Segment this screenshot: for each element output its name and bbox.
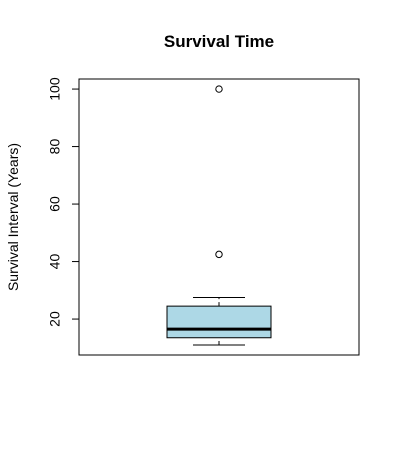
outlier-point-2 (215, 85, 223, 93)
chart-title: Survival Time (164, 32, 274, 51)
y-tick-label-40: 40 (47, 254, 63, 270)
interquartile-box (166, 305, 272, 339)
box-layer (166, 85, 272, 346)
y-tick-label-60: 60 (47, 196, 63, 212)
y-tick-label-100: 100 (47, 77, 63, 101)
y-tick-label-20: 20 (47, 311, 63, 327)
y-tick-label-80: 80 (47, 139, 63, 155)
y-axis: 20 40 60 80 100 (47, 77, 80, 327)
outlier-point-1 (215, 250, 223, 259)
y-axis-label: Survival Interval (Years) (5, 143, 21, 291)
